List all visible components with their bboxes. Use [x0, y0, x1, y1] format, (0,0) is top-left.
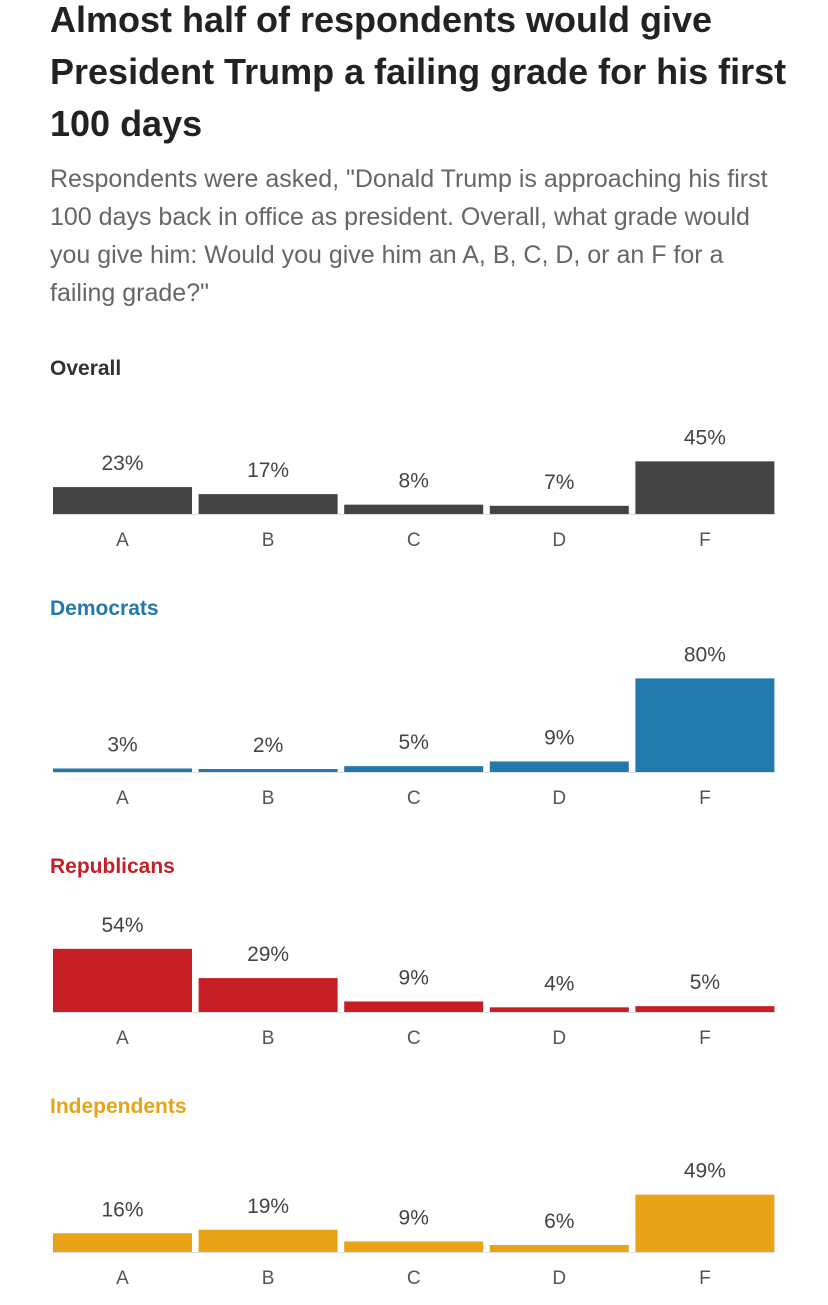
value-label: 19% [247, 1195, 289, 1218]
bar-overall-c [344, 504, 484, 514]
section-label-democrats: Democrats [50, 597, 159, 620]
value-label: 6% [544, 1210, 574, 1233]
value-label: 4% [544, 972, 574, 995]
category-label: F [699, 1268, 711, 1289]
chart-democrats: 3% A 2% B 5% C 9% D 80% F [53, 643, 775, 809]
value-label: 16% [101, 1198, 143, 1221]
bar-democrats-d [489, 761, 629, 772]
category-label: D [552, 1028, 566, 1049]
category-label: D [552, 788, 566, 809]
bar-overall-b [198, 494, 338, 514]
value-label: 8% [399, 470, 429, 493]
bar-republicans-f [635, 1006, 775, 1012]
section-label-overall: Overall [50, 357, 122, 380]
category-label: C [407, 788, 421, 809]
bar-republicans-c [344, 1001, 484, 1012]
value-label: 7% [544, 471, 574, 494]
value-label: 5% [399, 731, 429, 754]
value-label: 29% [247, 943, 289, 966]
category-label: F [699, 530, 711, 551]
category-label: C [407, 1028, 421, 1049]
bar-democrats-c [344, 766, 484, 772]
bar-overall-a [53, 487, 192, 514]
category-label: C [407, 530, 421, 551]
bar-overall-f [635, 461, 775, 514]
value-label: 9% [544, 726, 574, 749]
category-label: A [116, 788, 129, 809]
bar-independents-a [53, 1233, 192, 1252]
section-label-independents: Independents [50, 1095, 187, 1118]
bar-overall-d [489, 505, 629, 514]
category-label: B [262, 530, 275, 551]
value-label: 5% [690, 971, 720, 994]
value-label: 3% [107, 733, 137, 756]
value-label: 49% [684, 1160, 726, 1183]
bar-independents-b [198, 1229, 338, 1252]
value-label: 2% [253, 734, 283, 757]
category-label: A [116, 1268, 129, 1289]
category-label: C [407, 1268, 421, 1289]
chart-title: Almost half of respondents would give Pr… [50, 0, 787, 144]
category-label: D [552, 1268, 566, 1289]
chart-overall: 23% A 17% B 8% C 7% D 45% F [53, 426, 775, 551]
bar-independents-d [489, 1244, 629, 1252]
value-label: 9% [399, 966, 429, 989]
bar-independents-c [344, 1241, 484, 1252]
bar-independents-f [635, 1194, 775, 1252]
bar-republicans-a [53, 948, 192, 1012]
category-label: B [262, 1268, 275, 1289]
value-label: 17% [247, 459, 289, 482]
chart-subtitle: Respondents were asked, "Donald Trump is… [50, 165, 768, 307]
chart-independents: 16% A 19% B 9% C 6% D 49% F [53, 1160, 775, 1289]
category-label: A [116, 530, 129, 551]
bar-republicans-d [489, 1007, 629, 1012]
value-label: 9% [399, 1206, 429, 1229]
chart-republicans: 54% A 29% B 9% C 4% D 5% F [53, 914, 775, 1049]
bar-democrats-b [198, 769, 338, 772]
bar-democrats-a [53, 768, 192, 772]
value-label: 23% [101, 452, 143, 475]
section-label-republicans: Republicans [50, 855, 175, 878]
category-label: D [552, 530, 566, 551]
category-label: F [699, 1028, 711, 1049]
value-label: 45% [684, 426, 726, 449]
value-label: 54% [101, 914, 143, 937]
category-label: B [262, 1028, 275, 1049]
category-label: F [699, 788, 711, 809]
value-label: 80% [684, 643, 726, 666]
bar-democrats-f [635, 678, 775, 772]
category-label: B [262, 788, 275, 809]
bar-republicans-b [198, 978, 338, 1012]
category-label: A [116, 1028, 129, 1049]
